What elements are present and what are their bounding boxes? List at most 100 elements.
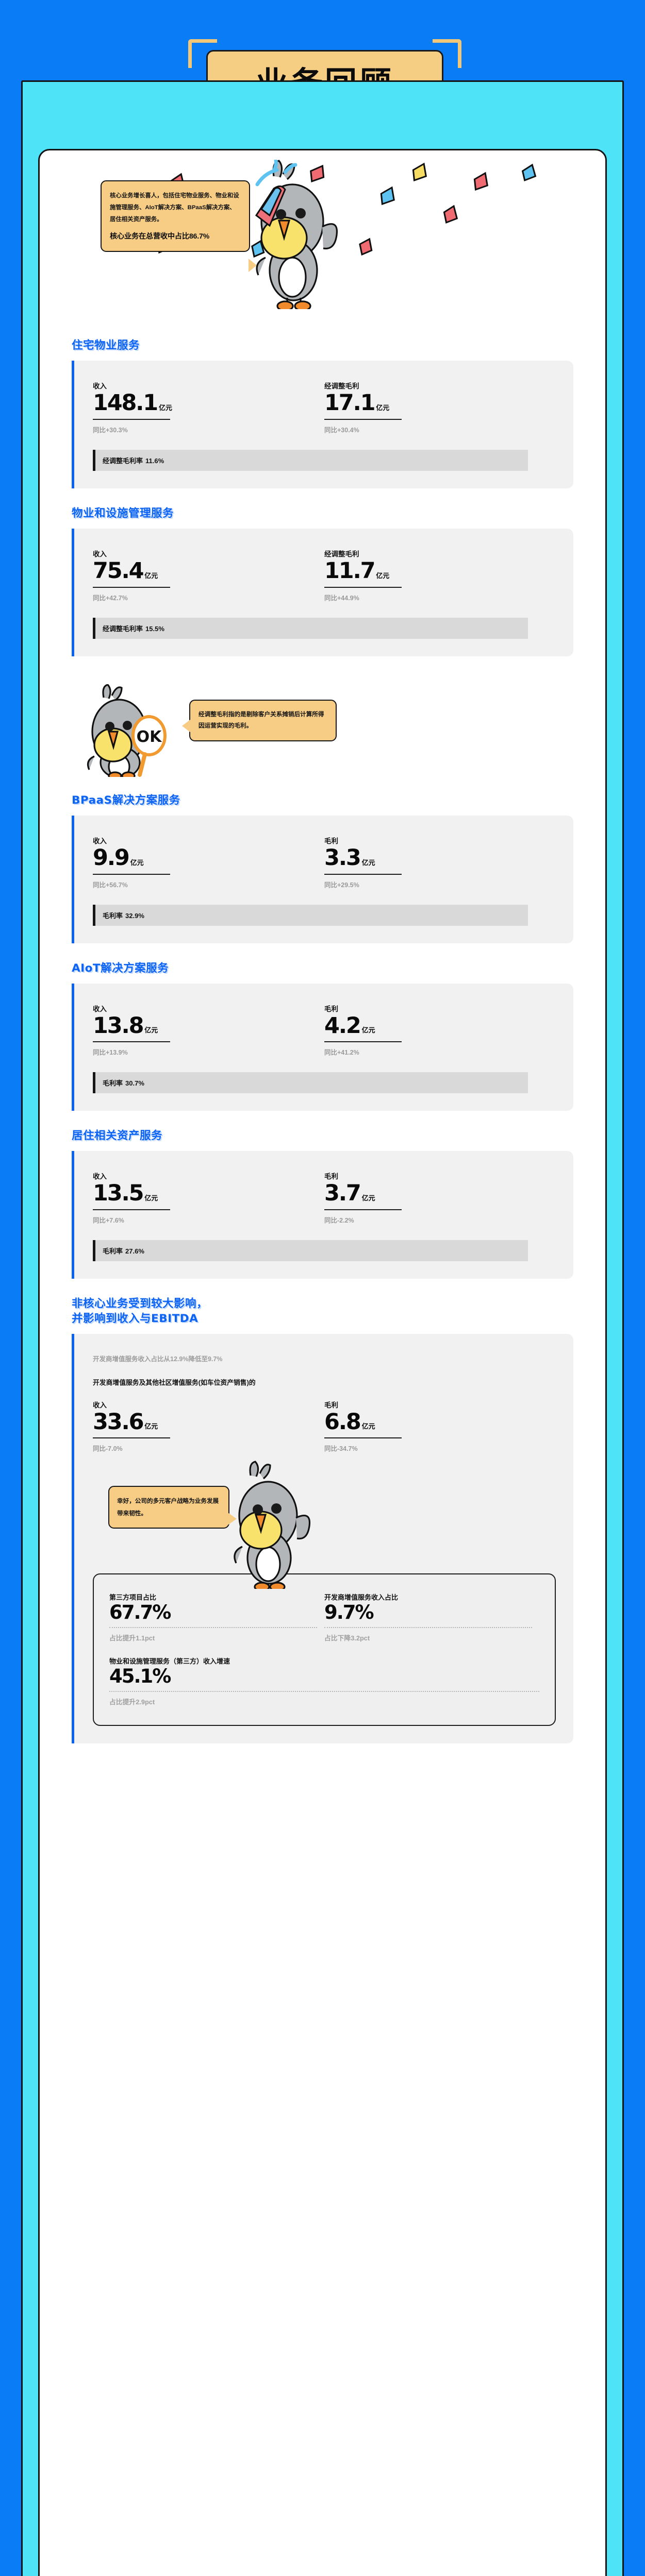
metric-divider xyxy=(324,418,402,420)
metric-unit: 亿元 xyxy=(361,1194,375,1202)
metric-adjusted-gross-profit: 经调整毛利 17.1 亿元 同比+30.4% xyxy=(324,380,556,434)
metric-label: 收入 xyxy=(93,837,107,845)
metric-value: 4.2 xyxy=(324,1012,361,1039)
metric-yoy: 同比-2.2% xyxy=(324,1217,354,1225)
metric-label: 毛利 xyxy=(324,1401,338,1409)
metric-unit: 亿元 xyxy=(130,858,144,867)
section-bpaas: BPaaS解决方案服务 收入 9.9 亿元 同比+56.7% xyxy=(72,793,573,943)
intro-section: 核心业务增长喜人，包括住宅物业服务、物业和设施管理服务、AIoT解决方案、BPa… xyxy=(72,150,573,320)
margin-rate-label: 毛利率 xyxy=(103,1247,123,1256)
metric-revenue: 收入 148.1 亿元 同比+30.3% xyxy=(93,380,324,434)
metric-yoy: 同比+30.4% xyxy=(324,426,359,434)
ok-note-text: 经调整毛利指的是剔除客户关系摊销后计算所得因运营实现的毛利。 xyxy=(199,710,324,730)
bubble-tail-icon xyxy=(247,258,257,273)
share-stat-value: 67.7% xyxy=(109,1601,171,1624)
metric-value: 3.7 xyxy=(324,1180,361,1207)
metric-yoy: 同比-34.7% xyxy=(324,1445,358,1453)
margin-rate-bar: 毛利率 32.9% xyxy=(93,904,528,926)
happy-speech-bubble: 幸好，公司的多元客户战略为业务发展带来韧性。 xyxy=(108,1486,237,1529)
margin-rate-bar: 经调整毛利率 11.6% xyxy=(93,449,528,471)
metric-yoy: 同比+56.7% xyxy=(93,881,128,889)
metric-label: 毛利 xyxy=(324,1005,338,1013)
share-stat-value: 9.7% xyxy=(324,1601,374,1624)
metric-value: 75.4 xyxy=(93,557,144,584)
metric-value: 9.9 xyxy=(93,844,130,871)
metric-revenue: 收入 9.9 亿元 同比+56.7% xyxy=(93,835,324,889)
bubble-tail-icon xyxy=(227,1512,237,1527)
mascot-bird-with-magnifier: OK xyxy=(83,684,186,777)
metric-card: 收入 9.9 亿元 同比+56.7% 毛利 xyxy=(72,815,573,943)
section-title: 住宅物业服务 xyxy=(72,339,140,352)
margin-rate-label: 毛利率 xyxy=(103,911,123,920)
noncore-metric-card: 开发商增值服务收入占比从12.9%降低至9.7% 开发商增值服务及其他社区增值服… xyxy=(72,1334,573,1744)
corner-top-right-icon xyxy=(433,39,461,68)
section-residential-property: 住宅物业服务 收入 148.1 亿元 同比+30.3% xyxy=(72,338,573,488)
metric-unit: 亿元 xyxy=(376,403,390,412)
metric-label: 收入 xyxy=(93,1005,107,1013)
metric-unit: 亿元 xyxy=(361,858,375,867)
share-stat-label: 物业和设施管理服务（第三方）收入增速 xyxy=(109,1657,230,1666)
section-aiot: AIoT解决方案服务 收入 13.8 亿元 同比+13.9% xyxy=(72,961,573,1111)
margin-rate-value: 30.7% xyxy=(125,1079,144,1088)
share-stat-delta: 占比提升2.9pct xyxy=(109,1698,155,1706)
metric-yoy: 同比-7.0% xyxy=(93,1445,123,1453)
ok-speech-bubble: 经调整毛利指的是剔除客户关系摊销后计算所得因运营实现的毛利。 xyxy=(181,699,337,741)
share-stat-value: 45.1% xyxy=(109,1665,171,1688)
metric-unit: 亿元 xyxy=(361,1026,375,1035)
metric-card: 收入 13.5 亿元 同比+7.6% 毛利 xyxy=(72,1151,573,1279)
metric-unit: 亿元 xyxy=(376,571,390,580)
share-stat-wide: 物业和设施管理服务（第三方）收入增速 45.1% 占比提升2.9pct xyxy=(109,1656,539,1706)
metric-value: 33.6 xyxy=(93,1409,144,1435)
margin-rate-bar: 毛利率 30.7% xyxy=(93,1072,528,1094)
metric-value: 17.1 xyxy=(324,390,376,416)
section-title: BPaaS解决方案服务 xyxy=(72,793,180,807)
metric-yoy: 同比+41.2% xyxy=(324,1049,359,1057)
share-stat-label: 开发商增值服务收入占比 xyxy=(324,1594,399,1602)
noncore-title-line1: 非核心业务受到较大影响， xyxy=(72,1297,208,1311)
metric-adjusted-gross-profit: 经调整毛利 11.7 亿元 同比+44.9% xyxy=(324,548,556,602)
metric-divider xyxy=(324,1209,402,1211)
intro-body-text: 核心业务增长喜人，包括住宅物业服务、物业和设施管理服务、AIoT解决方案、BPa… xyxy=(110,193,239,223)
metric-divider xyxy=(324,873,402,875)
metric-value: 11.7 xyxy=(324,557,376,584)
metric-label: 收入 xyxy=(93,550,107,558)
margin-rate-bar: 经调整毛利率 15.5% xyxy=(93,617,528,639)
share-stats-card: 第三方项目占比 67.7% 占比提升1.1pct 开发商增值服务收入占比 9.7… xyxy=(93,1573,556,1726)
metric-label: 收入 xyxy=(93,1401,107,1409)
metric-yoy: 同比+44.9% xyxy=(324,594,359,602)
metric-label: 经调整毛利 xyxy=(324,382,359,391)
metric-label: 收入 xyxy=(93,382,107,391)
metric-revenue: 收入 13.5 亿元 同比+7.6% xyxy=(93,1171,324,1225)
section-noncore-business: 非核心业务受到较大影响， 并影响到收入与EBITDA 开发商增值服务收入占比从1… xyxy=(72,1296,573,1744)
metric-divider xyxy=(93,1437,170,1439)
bubble-tail-icon xyxy=(181,718,191,734)
mascot-bird-celebrating xyxy=(247,160,355,309)
metric-yoy: 同比+30.3% xyxy=(93,426,128,434)
metric-yoy: 同比+42.7% xyxy=(93,594,128,602)
share-stat-divider xyxy=(324,1627,532,1629)
svg-text:OK: OK xyxy=(137,728,163,746)
metric-yoy: 同比+13.9% xyxy=(93,1049,128,1057)
corner-top-left-icon xyxy=(188,39,217,68)
section-title: AIoT解决方案服务 xyxy=(72,961,169,975)
metric-yoy: 同比+29.5% xyxy=(324,881,359,889)
section-title: 居住相关资产服务 xyxy=(72,1129,163,1143)
white-content-sheet: 核心业务增长喜人，包括住宅物业服务、物业和设施管理服务、AIoT解决方案、BPa… xyxy=(38,149,607,2576)
metric-unit: 亿元 xyxy=(144,1026,158,1035)
metric-label: 收入 xyxy=(93,1173,107,1181)
metric-value: 3.3 xyxy=(324,844,361,871)
metric-card: 收入 13.8 亿元 同比+13.9% 毛利 xyxy=(72,983,573,1111)
metric-divider xyxy=(93,418,170,420)
share-stat-label: 第三方项目占比 xyxy=(109,1594,157,1602)
metric-yoy: 同比+7.6% xyxy=(93,1217,124,1225)
metric-revenue: 收入 75.4 亿元 同比+42.7% xyxy=(93,548,324,602)
metric-divider xyxy=(324,586,402,588)
metric-divider xyxy=(93,873,170,875)
metric-unit: 亿元 xyxy=(144,1194,158,1202)
margin-rate-value: 15.5% xyxy=(145,624,164,633)
cyan-frame: 核心业务增长喜人，包括住宅物业服务、物业和设施管理服务、AIoT解决方案、BPa… xyxy=(21,80,624,2576)
margin-rate-label: 毛利率 xyxy=(103,1079,123,1088)
section-residential-assets: 居住相关资产服务 收入 13.5 亿元 同比+7.6% xyxy=(72,1128,573,1279)
metric-gross-profit: 毛利 3.7 亿元 同比-2.2% xyxy=(324,1171,556,1225)
margin-rate-label: 经调整毛利率 xyxy=(103,624,143,633)
